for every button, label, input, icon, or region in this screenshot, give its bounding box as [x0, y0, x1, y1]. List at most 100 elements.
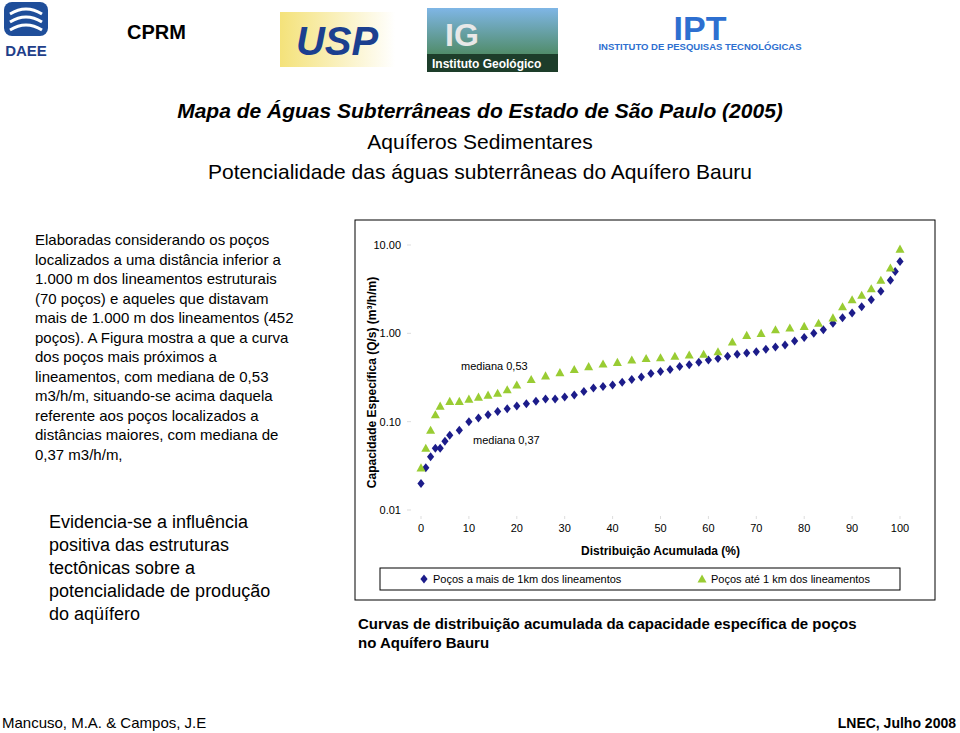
- x-tick: [421, 516, 422, 519]
- legend: Poços a mais de 1km dos lineamentos Poços…: [380, 568, 900, 590]
- point: [493, 389, 502, 397]
- plot-area: [417, 245, 905, 488]
- body-text: 1.000 m dos lineamentos estruturais: [35, 270, 277, 287]
- y-tick-label: 10.00: [373, 239, 401, 251]
- point: [666, 365, 673, 374]
- usp-logo-bg: [280, 12, 395, 67]
- footer-authors: Mancuso, M.A. & Campos, J.E: [2, 714, 206, 731]
- point: [638, 373, 645, 382]
- ipt-name: INSTITUTO DE PESQUISAS TECNOLÓGICAS: [598, 41, 801, 52]
- point: [580, 387, 587, 396]
- point: [753, 347, 760, 356]
- point: [555, 368, 564, 376]
- daee-emblem: [4, 2, 48, 36]
- point: [734, 350, 741, 359]
- ig-name: Instituto Geológico: [432, 57, 541, 71]
- y-tick-label: 0.10: [380, 416, 401, 428]
- x-tick-label: 30: [559, 522, 571, 534]
- point: [464, 395, 473, 403]
- annotation: mediana 0,37: [473, 434, 540, 446]
- point: [728, 337, 737, 345]
- point: [686, 360, 693, 369]
- point: [838, 302, 847, 310]
- point: [867, 284, 876, 292]
- x-tick: [708, 516, 709, 519]
- annotation: mediana 0,53: [461, 360, 528, 372]
- point: [849, 308, 856, 317]
- point: [785, 323, 794, 331]
- point: [494, 407, 501, 416]
- body-text: poços). A Figura mostra a que a curva: [35, 329, 289, 346]
- y-tick: [407, 421, 411, 422]
- point: [523, 399, 530, 408]
- conclusion-text: tectônicas sobre a: [49, 558, 196, 578]
- point: [474, 393, 483, 401]
- y-tick: [407, 333, 411, 334]
- body-text: distâncias maiores, com mediana de: [35, 426, 278, 443]
- conclusion-text: potencialidade de produção: [49, 581, 270, 601]
- subtitle: Aquíferos Sedimentares: [367, 130, 592, 153]
- y-tick: [407, 245, 411, 246]
- footer-event: LNEC, Julho 2008: [838, 715, 956, 731]
- point: [757, 329, 766, 337]
- usp-text: USP: [296, 19, 379, 63]
- point: [810, 329, 817, 338]
- legend-label: Poços até 1 km dos lineamentos: [711, 573, 870, 585]
- point: [437, 444, 444, 453]
- point: [670, 352, 679, 360]
- point: [642, 354, 651, 362]
- point: [685, 350, 694, 358]
- point: [465, 417, 472, 426]
- point: [541, 371, 550, 379]
- point: [801, 333, 808, 342]
- point: [512, 381, 521, 389]
- point: [484, 410, 491, 419]
- body-text: 0,37 m3/h/m,: [35, 446, 123, 463]
- point: [561, 393, 568, 402]
- legend-key: [698, 575, 707, 583]
- point: [475, 414, 482, 423]
- point: [421, 444, 430, 452]
- x-tick: [468, 516, 469, 519]
- point: [791, 336, 798, 345]
- point: [441, 437, 448, 446]
- series-1: [417, 245, 905, 472]
- point: [828, 313, 837, 321]
- body-text: m3/h/m, situando-se acima daquela: [35, 387, 273, 404]
- cprm-text: CPRM: [127, 21, 186, 43]
- point: [627, 355, 636, 363]
- x-tick: [900, 516, 901, 519]
- x-tick: [804, 516, 805, 519]
- chart-frame: [355, 220, 935, 600]
- point: [857, 291, 866, 299]
- point: [484, 391, 493, 399]
- x-tick: [756, 516, 757, 519]
- point: [742, 331, 751, 339]
- point: [628, 375, 635, 384]
- point: [699, 350, 708, 358]
- point: [848, 295, 857, 303]
- point: [858, 302, 865, 311]
- point: [584, 362, 593, 370]
- ig-logo-bg: [427, 8, 558, 72]
- body-text: Elaboradas considerando os poços: [35, 231, 269, 248]
- point: [417, 463, 426, 471]
- body-text: dos poços mais próximos a: [35, 348, 217, 365]
- point: [599, 359, 608, 367]
- x-tick: [564, 516, 565, 519]
- conclusion-text: do aqüífero: [49, 604, 140, 624]
- point: [552, 395, 559, 404]
- y-tick: [407, 510, 411, 511]
- point: [647, 369, 654, 378]
- point: [656, 353, 665, 361]
- point: [446, 431, 453, 440]
- x-tick-label: 10: [463, 522, 475, 534]
- point: [590, 384, 597, 393]
- point: [868, 295, 875, 304]
- legend-label: Poços a mais de 1km dos lineamentos: [433, 573, 622, 585]
- body-text: localizados a uma distância inferior a: [35, 251, 282, 268]
- point: [713, 347, 722, 355]
- point: [896, 245, 905, 253]
- x-tick: [516, 516, 517, 519]
- x-tick-label: 40: [606, 522, 618, 534]
